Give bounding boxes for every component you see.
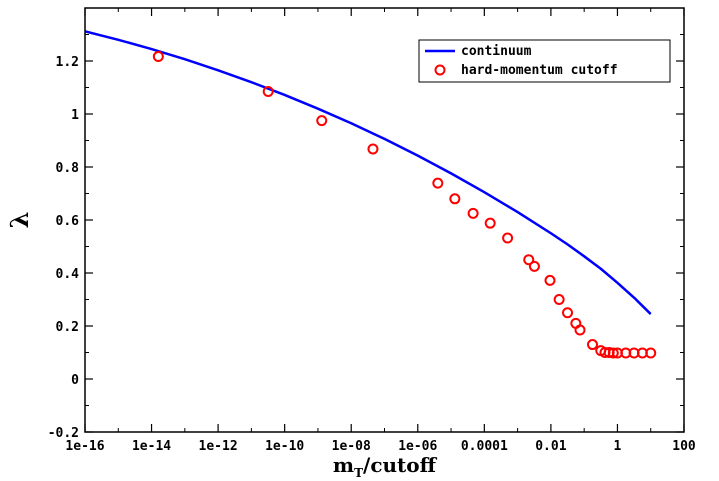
cutoff-point <box>262 85 274 97</box>
legend-box <box>418 39 671 83</box>
cutoff-point <box>528 260 540 272</box>
x-tick-label: 1 <box>614 439 622 454</box>
cutoff-point <box>432 177 444 189</box>
cutoff-point <box>449 193 461 205</box>
cutoff-point <box>645 347 657 359</box>
cutoff-point <box>484 217 496 229</box>
cutoff-point <box>316 115 328 127</box>
legend-label-continuum: continuum <box>461 44 532 59</box>
x-tick-label: 1e-14 <box>132 439 171 454</box>
x-tick-label: 1e-08 <box>332 439 371 454</box>
y-tick-label: 0.8 <box>56 161 80 176</box>
x-tick-label: 1e-06 <box>398 439 437 454</box>
x-tick-label: 0.0001 <box>461 439 508 454</box>
continuum-line <box>85 30 652 315</box>
cutoff-point <box>502 232 514 244</box>
cutoff-point <box>607 347 619 359</box>
legend: continuum hard-momentum cutoff <box>418 39 671 83</box>
cutoff-point <box>562 307 574 319</box>
plot-area <box>85 30 657 359</box>
plot-frame <box>84 7 685 433</box>
x-tick-label: 0.01 <box>535 439 566 454</box>
cutoff-point <box>523 254 535 266</box>
y-tick-label: 0.2 <box>56 320 79 335</box>
x-tick-label: 1e-16 <box>65 439 104 454</box>
cutoff-point <box>553 294 565 305</box>
y-tick-label: 1 <box>71 108 79 123</box>
y-tick-label: 1.2 <box>56 55 79 70</box>
x-tick-label: 100 <box>672 439 696 454</box>
x-tick-label: 1e-12 <box>199 439 238 454</box>
cutoff-point <box>574 324 586 336</box>
y-tick-label: 0 <box>71 373 79 388</box>
cutoff-point <box>467 207 479 219</box>
x-tick-label: 1e-10 <box>265 439 304 454</box>
cutoff-point <box>544 274 556 286</box>
x-axis-title: mT/cutoff <box>333 453 438 480</box>
y-tick-label: 0.6 <box>56 214 80 229</box>
x-axis-title-rest: /cutoff <box>363 453 438 477</box>
legend-label-hard-momentum-cutoff: hard-momentum cutoff <box>461 63 618 78</box>
x-axis: 1e-16 1e-14 1e-12 1e-10 1e-08 1e-06 0.0001 0.01… <box>65 8 696 454</box>
x-axis-title-sub: T <box>354 466 363 480</box>
cutoff-point <box>587 339 599 351</box>
y-axis-title: λ <box>5 212 34 229</box>
cutoff-point <box>367 143 379 155</box>
cutoff-point <box>152 50 164 62</box>
y-axis: -0.2 0 0.2 0.4 0.6 0.8 1 1.2 <box>48 34 684 441</box>
legend-swatch-hard-momentum-cutoff <box>434 64 446 76</box>
y-tick-label: 0.4 <box>56 267 80 282</box>
x-axis-title-main: m <box>333 453 354 477</box>
y-tick-label: -0.2 <box>48 426 79 441</box>
